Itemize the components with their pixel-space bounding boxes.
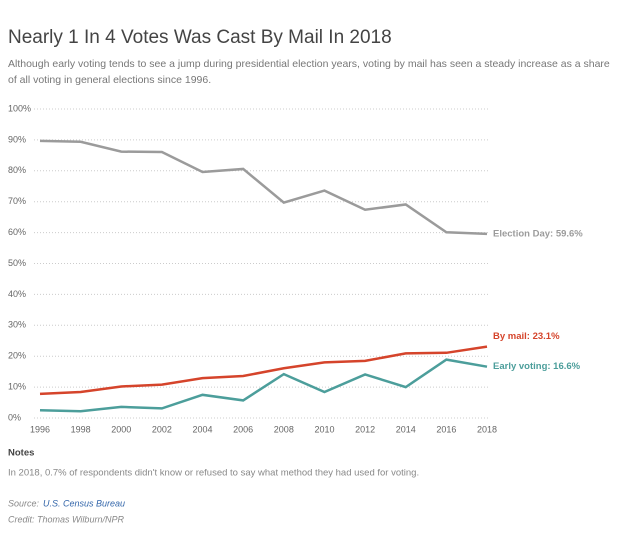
y-tick-label: 10% xyxy=(8,381,26,391)
x-tick-label: 2018 xyxy=(477,424,497,434)
end-label: By mail: 23.1% xyxy=(493,331,560,342)
x-tick-label: 2000 xyxy=(111,424,131,434)
x-tick-label: 2002 xyxy=(152,424,172,434)
x-tick-label: 2014 xyxy=(396,424,416,434)
subtitle: Although early voting tends to see a jum… xyxy=(8,58,610,70)
y-tick-label: 60% xyxy=(8,227,26,237)
subtitle: of all voting in general elections since… xyxy=(8,74,211,86)
y-tick-label: 40% xyxy=(8,289,26,299)
y-tick-label: 80% xyxy=(8,165,26,175)
end-label: Early voting: 16.6% xyxy=(493,361,581,372)
x-tick-label: 2010 xyxy=(314,424,334,434)
end-label: Election Day: 59.6% xyxy=(493,228,583,239)
chart-title: Nearly 1 In 4 Votes Was Cast By Mail In … xyxy=(8,27,392,48)
y-tick-label: 100% xyxy=(8,103,31,113)
x-tick-label: 1998 xyxy=(71,424,91,434)
y-tick-label: 20% xyxy=(8,351,26,361)
y-tick-label: 30% xyxy=(8,320,26,330)
x-tick-label: 2016 xyxy=(436,424,456,434)
x-tick-label: 2004 xyxy=(193,424,213,434)
x-tick-label: 2008 xyxy=(274,424,294,434)
x-tick-label: 1996 xyxy=(30,424,50,434)
series-line xyxy=(39,358,488,413)
note: In 2018, 0.7% of respondents didn't know… xyxy=(8,468,419,479)
series-line xyxy=(39,345,488,396)
y-tick-label: 50% xyxy=(8,258,26,268)
y-tick-label: 90% xyxy=(8,134,26,144)
y-tick-label: 70% xyxy=(8,196,26,206)
y-tick-label: 0% xyxy=(8,412,21,422)
series-line xyxy=(39,139,488,236)
notes-heading: Notes xyxy=(8,448,34,459)
x-tick-label: 2012 xyxy=(355,424,375,434)
source-link[interactable]: U.S. Census Bureau xyxy=(43,498,125,508)
credit: Credit: Thomas Wilburn/NPR xyxy=(8,514,124,524)
x-tick-label: 2006 xyxy=(233,424,253,434)
source-label: Source: xyxy=(8,498,40,508)
